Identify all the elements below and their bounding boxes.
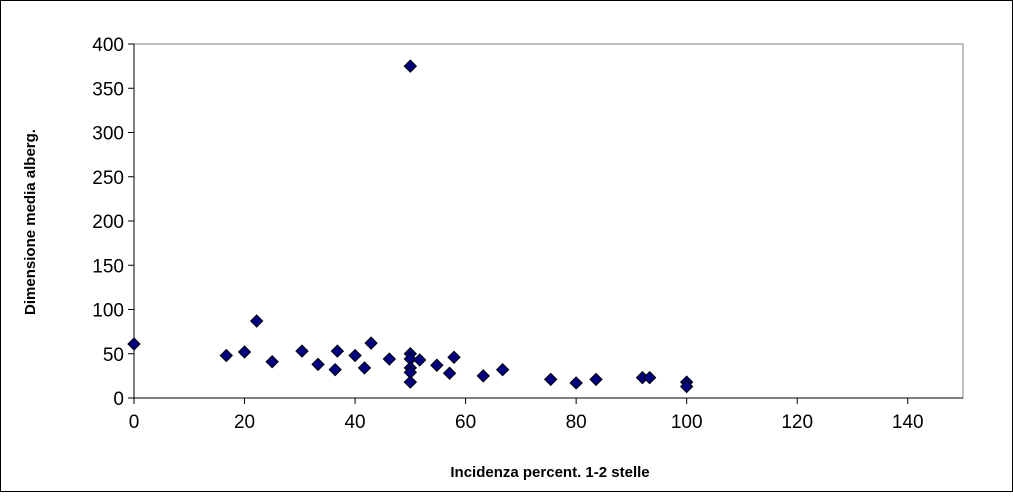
data-point	[430, 358, 444, 372]
y-tick-label: 200	[92, 212, 124, 233]
data-point	[442, 366, 457, 380]
y-tick-label: 400	[92, 35, 124, 56]
y-tick-label: 150	[92, 256, 124, 277]
x-tick-label: 100	[671, 412, 703, 433]
data-point	[357, 361, 372, 375]
data-point	[295, 344, 309, 358]
data-point	[364, 336, 378, 350]
y-tick-label: 350	[92, 79, 124, 100]
y-tick-label: 0	[113, 389, 124, 410]
x-tick-label: 0	[129, 412, 140, 433]
x-tick-label: 40	[344, 412, 365, 433]
data-points	[127, 59, 694, 394]
data-point	[569, 376, 583, 390]
data-point	[311, 357, 325, 372]
x-tick-label: 20	[234, 412, 255, 433]
data-point	[544, 372, 558, 387]
data-point	[589, 372, 603, 387]
x-axis-title: Incidenza percent. 1-2 stelle	[450, 464, 649, 481]
y-tick-label: 250	[92, 168, 124, 189]
data-point	[495, 362, 510, 377]
data-point	[413, 353, 427, 367]
data-point	[330, 344, 345, 358]
data-point	[403, 59, 418, 73]
axes: 0 50 100 150 200 250 300 350 400 0 20 40 60 80 100 120 1…	[92, 35, 964, 433]
data-point	[237, 345, 252, 359]
data-point	[127, 337, 141, 351]
data-point	[476, 369, 490, 383]
y-tick-label: 300	[92, 124, 124, 145]
x-tick-label: 80	[566, 412, 587, 433]
y-tick-label: 100	[92, 301, 124, 322]
data-point	[447, 350, 461, 364]
data-point	[265, 355, 279, 369]
x-tick-label: 60	[455, 412, 476, 433]
y-tick-label: 50	[103, 345, 124, 366]
data-point	[382, 352, 397, 366]
data-point	[403, 375, 418, 389]
x-tick-label: 140	[892, 412, 924, 433]
data-point	[348, 348, 362, 363]
y-axis-title: Dimensione media alberg.	[22, 129, 39, 315]
data-point	[249, 314, 264, 328]
data-point	[642, 370, 657, 385]
data-point	[679, 379, 694, 394]
x-tick-label: 120	[781, 412, 813, 433]
data-point	[219, 348, 234, 363]
data-point	[328, 362, 342, 377]
